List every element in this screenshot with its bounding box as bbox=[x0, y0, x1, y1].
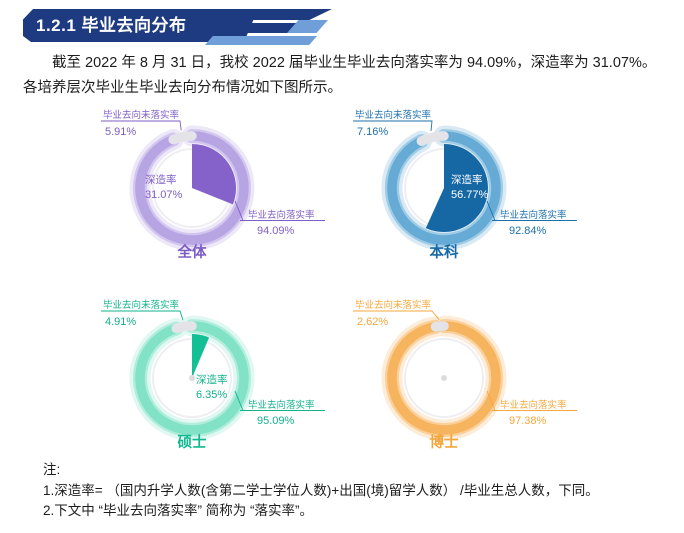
implemented-value: 95.09% bbox=[257, 415, 295, 427]
inner-guide-circle bbox=[404, 338, 484, 418]
banner-accent-stripe-mid bbox=[232, 23, 302, 33]
note-line-2: 2.下文中 “毕业去向落实率” 简称为 “落实率”。 bbox=[43, 503, 313, 518]
leader-line-right bbox=[486, 390, 577, 411]
unimplemented-value: 4.91% bbox=[105, 316, 136, 328]
leader-line-top bbox=[101, 310, 184, 321]
implemented-value: 97.38% bbox=[509, 415, 547, 427]
leader-line-right bbox=[486, 200, 577, 221]
further-study-center-value: 56.77% bbox=[451, 189, 489, 201]
intro-paragraph: 截至 2022 年 8 月 31 日，我校 2022 届毕业生毕业去向落实率为 … bbox=[23, 55, 657, 96]
chart-title: 博士 bbox=[430, 433, 459, 451]
further-study-center-label: 深造率 bbox=[196, 373, 228, 386]
donut-gap-segment bbox=[416, 131, 449, 146]
unimplemented-label: 毕业去向未落实率 bbox=[103, 299, 180, 311]
leader-line-top bbox=[353, 310, 440, 320]
implemented-label: 毕业去向落实率 bbox=[500, 209, 567, 221]
banner-accent-underline bbox=[205, 36, 317, 45]
implemented-value: 92.84% bbox=[509, 225, 547, 237]
donut-ring bbox=[135, 131, 249, 245]
donut-chart-undergraduate: 毕业去向未落实率 7.16% 毕业去向落实率 92.84% 深造率 56.77% 本科 bbox=[353, 109, 577, 261]
chart-block-undergraduate: 毕业去向未落实率 7.16% 毕业去向落实率 92.84% 深造率 56.77% 本科 bbox=[337, 104, 587, 268]
chart-block-all: 毕业去向未落实率 5.91% 毕业去向落实率 94.09% 深造率 31.07% 全体 bbox=[85, 104, 335, 268]
note-line-1: 1.深造率= （国内升学人数(含第二学士学位人数)+出国(境)留学人数） /毕业… bbox=[43, 482, 599, 498]
unimplemented-label: 毕业去向未落实率 bbox=[103, 109, 180, 121]
chart-block-doctor: 毕业去向未落实率 2.62% 毕业去向落实率 97.38% 博士 bbox=[337, 294, 587, 458]
center-dot bbox=[441, 375, 447, 381]
leader-line-top bbox=[101, 120, 182, 131]
unimplemented-label: 毕业去向未落实率 bbox=[355, 109, 432, 121]
implemented-label: 毕业去向落实率 bbox=[248, 399, 315, 411]
chart-block-master: 毕业去向未落实率 4.91% 毕业去向落实率 95.09% 深造率 6.35% 硕士 bbox=[85, 294, 335, 458]
implemented-label: 毕业去向落实率 bbox=[248, 209, 315, 221]
further-study-wedge bbox=[192, 334, 210, 378]
notes-heading: 注: bbox=[43, 462, 61, 477]
implemented-label: 毕业去向落实率 bbox=[500, 399, 567, 411]
center-dot bbox=[189, 375, 195, 381]
leader-line-right bbox=[234, 200, 325, 221]
notes: 注: 1.深造率= （国内升学人数(含第二学士学位人数)+出国(境)留学人数） … bbox=[43, 460, 599, 522]
leader-line-right bbox=[234, 390, 325, 411]
banner-accent-slash-icon bbox=[287, 20, 328, 33]
donut-gap-segment bbox=[430, 321, 449, 332]
donut-chart-doctor: 毕业去向未落实率 2.62% 毕业去向落实率 97.38% 博士 bbox=[353, 299, 577, 451]
unimplemented-value: 2.62% bbox=[357, 316, 388, 328]
donut-chart-all: 毕业去向未落实率 5.91% 毕业去向落实率 94.09% 深造率 31.07% 全体 bbox=[101, 109, 325, 261]
section-title: 1.2.1 毕业去向分布 bbox=[36, 16, 187, 35]
leader-line-top bbox=[353, 120, 433, 132]
banner-accent-stripe-top bbox=[248, 9, 332, 20]
unimplemented-label: 毕业去向未落实率 bbox=[355, 299, 432, 311]
section-banner-shape: 1.2.1 毕业去向分布 bbox=[23, 9, 258, 42]
implemented-value: 94.09% bbox=[257, 225, 295, 237]
chart-title: 全体 bbox=[177, 243, 207, 261]
further-study-wedge bbox=[425, 144, 488, 232]
chart-title: 硕士 bbox=[178, 433, 207, 451]
donut-ring bbox=[135, 321, 249, 435]
donut-ring bbox=[387, 131, 501, 245]
donut-gap-segment bbox=[171, 321, 197, 334]
further-study-wedge bbox=[192, 144, 237, 205]
unimplemented-value: 5.91% bbox=[105, 126, 136, 138]
donut-ring bbox=[387, 321, 501, 435]
further-study-center-value: 6.35% bbox=[196, 389, 227, 401]
further-study-center-value: 31.07% bbox=[145, 189, 183, 201]
donut-gap-segment bbox=[168, 131, 197, 145]
chart-title: 本科 bbox=[430, 243, 459, 261]
further-study-center-label: 深造率 bbox=[451, 173, 483, 186]
further-study-center-label: 深造率 bbox=[145, 173, 177, 186]
unimplemented-value: 7.16% bbox=[357, 126, 388, 138]
donut-chart-master: 毕业去向未落实率 4.91% 毕业去向落实率 95.09% 深造率 6.35% 硕士 bbox=[101, 299, 325, 451]
